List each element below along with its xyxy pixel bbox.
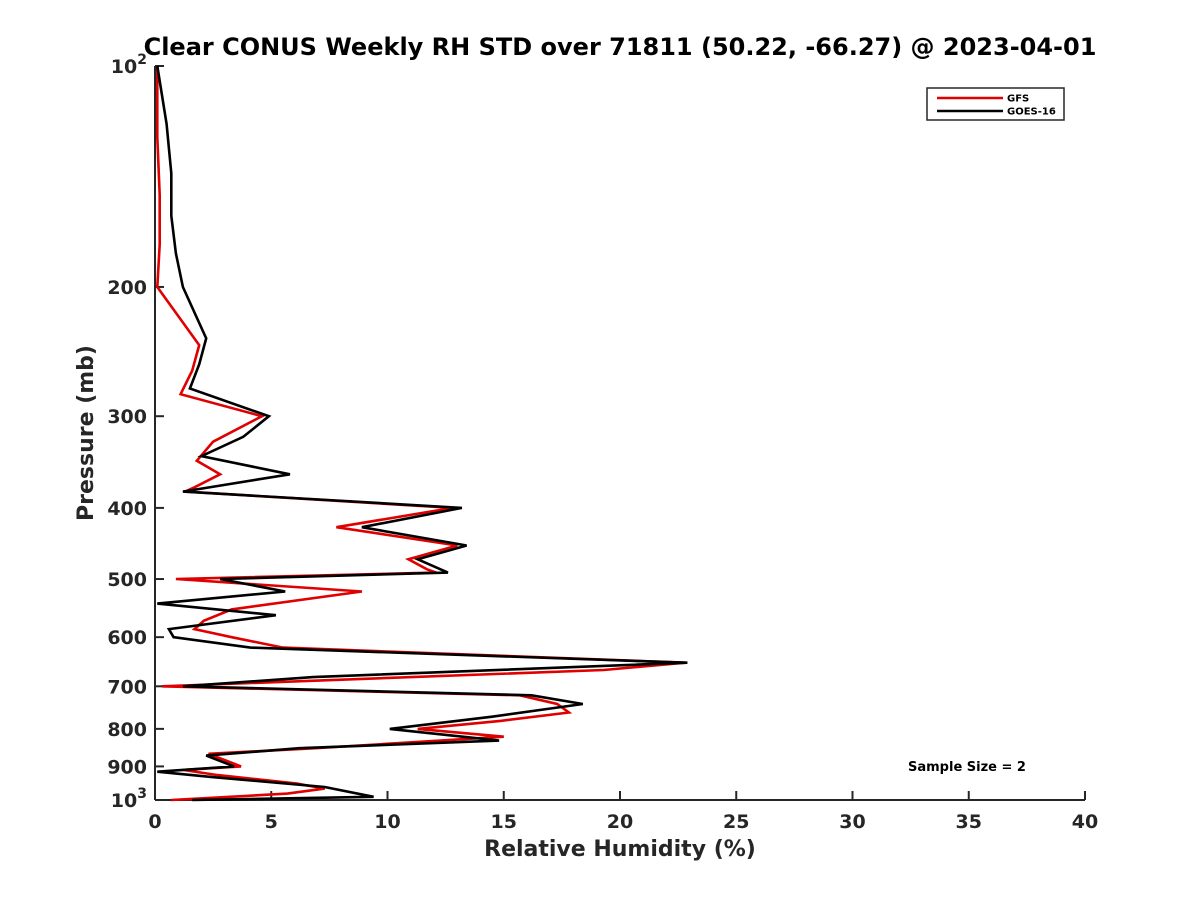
y-tick-exponent: 3 — [137, 786, 147, 802]
x-tick-label: 35 — [956, 811, 982, 833]
y-tick-label: 102 — [111, 52, 147, 78]
y-tick-base: 10 — [111, 790, 137, 812]
legend: GFS GOES-16 — [926, 87, 1065, 121]
y-tick-exponent: 2 — [137, 52, 147, 68]
y-tick-base: 10 — [111, 56, 137, 78]
legend-label: GFS — [1007, 94, 1029, 105]
series-layer — [155, 65, 688, 802]
y-tick-label: 900 — [107, 756, 147, 778]
y-tick-label: 200 — [107, 277, 147, 299]
x-tick-label: 5 — [265, 811, 278, 833]
chart-title: Clear CONUS Weekly RH STD over 71811 (50… — [144, 33, 1097, 61]
y-tick-label: 400 — [107, 498, 147, 520]
y-tick-label: 800 — [107, 719, 147, 741]
y-tick-label: 500 — [107, 569, 147, 591]
x-tick-label: 0 — [148, 811, 161, 833]
legend-label: GOES-16 — [1007, 107, 1056, 118]
series-line-goes-16 — [156, 65, 688, 802]
x-tick-label: 15 — [491, 811, 517, 833]
x-tick-label: 30 — [839, 811, 865, 833]
y-axis-label: Pressure (mb) — [74, 345, 99, 521]
x-tick-label: 40 — [1072, 811, 1098, 833]
x-tick-label: 10 — [374, 811, 400, 833]
x-ticks: 0 5 10 15 20 25 30 35 40 — [148, 791, 1098, 833]
y-tick-label: 600 — [107, 627, 147, 649]
y-tick-label: 700 — [107, 676, 147, 698]
sample-size-annotation: Sample Size = 2 — [908, 760, 1026, 775]
legend-items: GFS GOES-16 — [937, 94, 1056, 118]
y-tick-label: 103 — [111, 786, 147, 812]
legend-box — [926, 87, 1065, 121]
x-axis-label: Relative Humidity (%) — [484, 837, 756, 862]
y-tick-label: 300 — [107, 406, 147, 428]
x-tick-label: 25 — [723, 811, 749, 833]
x-tick-label: 20 — [607, 811, 633, 833]
